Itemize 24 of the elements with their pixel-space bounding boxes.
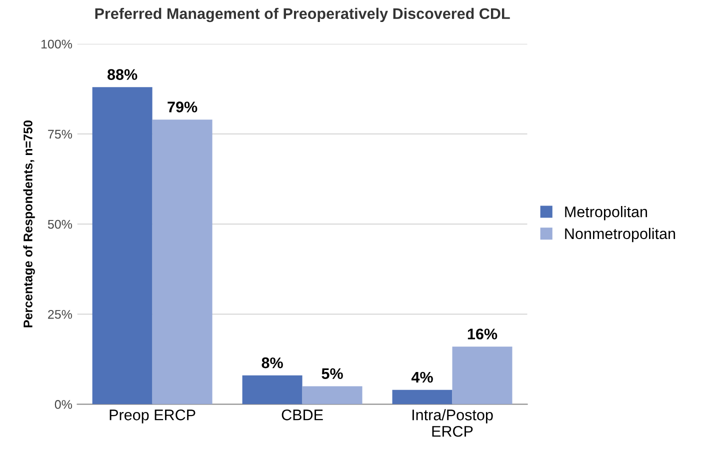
legend-label: Nonmetropolitan [565, 228, 676, 242]
y-axis-title: Percentage of Respondents, n=750 [23, 120, 35, 328]
chart-title: Preferred Management of Preoperatively Discovered CDL [95, 8, 510, 22]
legend-label: Metropolitan [565, 206, 647, 220]
y-tick-label: 0% [54, 400, 72, 409]
x-tick-label: Intra/Postop ERCP [412, 409, 493, 437]
y-tick-label: 100% [41, 40, 72, 49]
bar [152, 120, 212, 404]
bar [452, 346, 512, 404]
data-label: 79% [168, 102, 198, 112]
x-tick-label: CBDE [282, 410, 323, 420]
data-label: 5% [322, 368, 343, 380]
bar [392, 390, 452, 404]
bar [302, 386, 362, 404]
y-tick-label: 50% [48, 220, 72, 229]
data-label: 16% [468, 328, 498, 340]
y-tick-label: 25% [48, 310, 72, 319]
data-label: 4% [411, 372, 433, 383]
bar [92, 87, 152, 404]
data-label: 8% [262, 357, 283, 368]
x-tick-label: Preop ERCP [110, 410, 196, 424]
data-label: 88% [108, 69, 138, 80]
y-tick-label: 75% [48, 130, 72, 139]
bar [242, 375, 302, 404]
